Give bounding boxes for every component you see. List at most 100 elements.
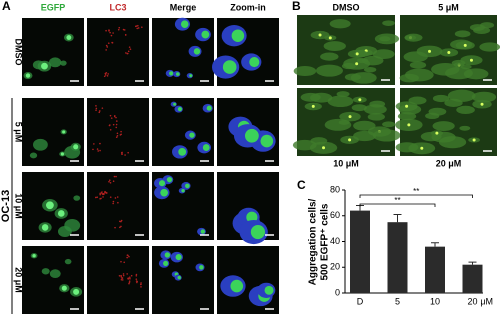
puncta bbox=[96, 196, 99, 199]
puncta bbox=[109, 128, 112, 131]
cell bbox=[48, 57, 62, 68]
cell bbox=[473, 26, 491, 35]
cell bbox=[57, 225, 72, 238]
puncta bbox=[105, 44, 108, 47]
aggregate bbox=[193, 48, 201, 55]
puncta bbox=[118, 26, 121, 29]
puncta bbox=[127, 52, 129, 55]
puncta bbox=[126, 273, 128, 275]
puncta bbox=[137, 24, 139, 27]
error-bar bbox=[393, 213, 402, 223]
cell bbox=[367, 113, 385, 121]
aggregate bbox=[420, 146, 424, 150]
puncta bbox=[114, 197, 117, 199]
y-tick-label: 60 bbox=[330, 210, 340, 220]
cell bbox=[64, 258, 72, 265]
puncta bbox=[111, 41, 113, 44]
aggregate bbox=[180, 20, 189, 28]
puncta bbox=[112, 200, 115, 203]
puncta bbox=[98, 111, 101, 114]
cell bbox=[351, 104, 367, 112]
puncta bbox=[108, 180, 110, 183]
puncta bbox=[121, 153, 123, 155]
puncta bbox=[109, 114, 112, 117]
bar bbox=[387, 222, 408, 293]
aggregate bbox=[173, 102, 177, 106]
puncta bbox=[106, 192, 108, 194]
puncta bbox=[112, 202, 114, 205]
puncta bbox=[108, 29, 110, 31]
bar bbox=[425, 246, 445, 293]
cell bbox=[323, 41, 346, 52]
aggregate bbox=[32, 254, 36, 258]
puncta bbox=[114, 226, 116, 229]
y-tick-label: 80 bbox=[330, 184, 340, 194]
aggregate bbox=[355, 52, 359, 56]
aggregate bbox=[250, 224, 266, 240]
aggregate bbox=[407, 123, 411, 127]
puncta bbox=[128, 46, 131, 48]
column-header: Merge bbox=[170, 2, 197, 12]
puncta bbox=[95, 109, 97, 111]
aggregate bbox=[177, 107, 183, 112]
puncta bbox=[107, 42, 110, 44]
aggregate bbox=[230, 279, 244, 293]
micrograph bbox=[87, 18, 149, 86]
cell bbox=[41, 268, 50, 275]
micrograph bbox=[22, 18, 84, 86]
puncta bbox=[113, 175, 116, 178]
cell bbox=[300, 92, 321, 102]
cell bbox=[382, 20, 395, 26]
puncta bbox=[117, 201, 119, 204]
aggregate bbox=[202, 144, 210, 151]
aggregate bbox=[260, 134, 274, 148]
image-label: 10 μM bbox=[333, 158, 359, 168]
puncta bbox=[120, 260, 122, 263]
aggregate bbox=[175, 72, 180, 76]
puncta bbox=[140, 283, 142, 286]
puncta bbox=[99, 149, 101, 152]
puncta bbox=[102, 196, 104, 198]
aggregate bbox=[46, 201, 54, 210]
aggregate bbox=[447, 51, 451, 55]
aggregate bbox=[41, 62, 48, 70]
aggregate bbox=[358, 98, 362, 102]
cell bbox=[374, 33, 400, 45]
puncta bbox=[121, 277, 123, 279]
aggregate bbox=[405, 104, 409, 108]
aggregate bbox=[249, 56, 260, 68]
aggregate bbox=[355, 62, 359, 66]
cell bbox=[324, 118, 352, 131]
cell bbox=[463, 68, 489, 80]
aggregate bbox=[164, 252, 171, 258]
puncta bbox=[96, 148, 99, 150]
aggregate bbox=[244, 128, 259, 143]
puncta bbox=[135, 278, 138, 280]
aggregate bbox=[231, 29, 245, 42]
aggregate bbox=[311, 104, 315, 108]
puncta bbox=[92, 148, 94, 151]
aggregate bbox=[264, 285, 274, 295]
bar bbox=[462, 264, 483, 293]
puncta bbox=[129, 277, 131, 280]
puncta bbox=[129, 48, 132, 50]
panel-label: B bbox=[292, 0, 301, 13]
puncta bbox=[99, 193, 101, 196]
aggregate bbox=[200, 229, 205, 234]
puncta bbox=[121, 279, 124, 281]
puncta bbox=[128, 255, 130, 258]
puncta bbox=[125, 52, 127, 54]
puncta bbox=[99, 110, 101, 112]
cell bbox=[382, 121, 396, 128]
puncta bbox=[115, 136, 118, 139]
cell bbox=[447, 89, 476, 102]
cell bbox=[404, 68, 434, 82]
aggregate bbox=[57, 210, 65, 217]
cell bbox=[369, 100, 386, 108]
cell bbox=[479, 42, 500, 52]
cell bbox=[293, 66, 317, 77]
aggregate bbox=[60, 152, 64, 156]
aggregate bbox=[62, 130, 66, 134]
aggregate bbox=[160, 188, 169, 197]
